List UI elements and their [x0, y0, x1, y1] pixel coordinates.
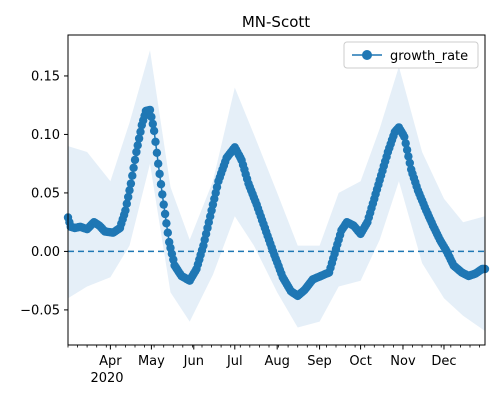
legend-label: growth_rate: [390, 49, 468, 64]
data-point: [162, 219, 171, 228]
data-point: [159, 200, 168, 209]
data-point: [151, 137, 160, 146]
growth-rate-series: [63, 105, 490, 301]
data-point: [133, 141, 142, 150]
data-point: [129, 163, 138, 172]
legend-box: [343, 41, 479, 69]
chart-title: MN-Scott: [242, 13, 310, 31]
data-point: [136, 127, 145, 136]
x-tick-label: Aug: [264, 354, 289, 369]
data-point: [126, 179, 136, 188]
y-tick-label: 0.05: [31, 186, 60, 201]
data-point: [404, 152, 413, 161]
x-tick-label: Jul: [226, 354, 243, 369]
y-tick-label: 0.10: [31, 128, 60, 143]
y-tick-label: 0.00: [31, 245, 60, 260]
legend: growth_rate: [343, 41, 479, 69]
data-point: [156, 180, 166, 189]
x-tick-label: Oct: [349, 354, 371, 369]
x-tick-label: Nov: [390, 354, 416, 369]
data-point: [155, 169, 164, 179]
data-point: [400, 132, 409, 141]
data-point: [152, 148, 162, 157]
x-year-label: 2020: [90, 371, 123, 386]
data-point: [405, 158, 414, 168]
data-point: [160, 209, 170, 219]
data-point: [147, 112, 156, 122]
data-point: [125, 186, 134, 195]
data-point: [122, 199, 131, 208]
legend-marker-swatch: [362, 50, 372, 60]
y-tick-label: 0.15: [31, 69, 60, 84]
data-point: [134, 134, 144, 143]
data-point: [148, 119, 157, 129]
data-point: [132, 147, 141, 157]
x-tick-label: Sep: [307, 354, 332, 369]
y-axis: −0.05 0.00 0.05 0.10 0.15: [20, 69, 68, 318]
x-tick-label: May: [138, 354, 165, 369]
x-tick-label: Jun: [183, 354, 204, 369]
data-point: [145, 105, 155, 115]
data-point: [154, 159, 163, 168]
data-point: [124, 192, 133, 202]
x-axis: Apr May Jun Jul Aug Sep Oct Nov Dec: [67, 345, 480, 369]
data-point: [401, 139, 410, 148]
x-tick-label: Apr: [99, 354, 122, 369]
data-point: [121, 206, 130, 215]
data-point: [128, 171, 137, 180]
x-tick-label: Dec: [431, 354, 456, 369]
plot-area-frame: [67, 34, 486, 346]
data-point: [130, 155, 140, 165]
data-point: [149, 126, 159, 136]
y-tick-label: −0.05: [20, 303, 60, 318]
data-point: [163, 228, 172, 237]
data-point: [402, 145, 412, 155]
data-point: [158, 190, 167, 199]
